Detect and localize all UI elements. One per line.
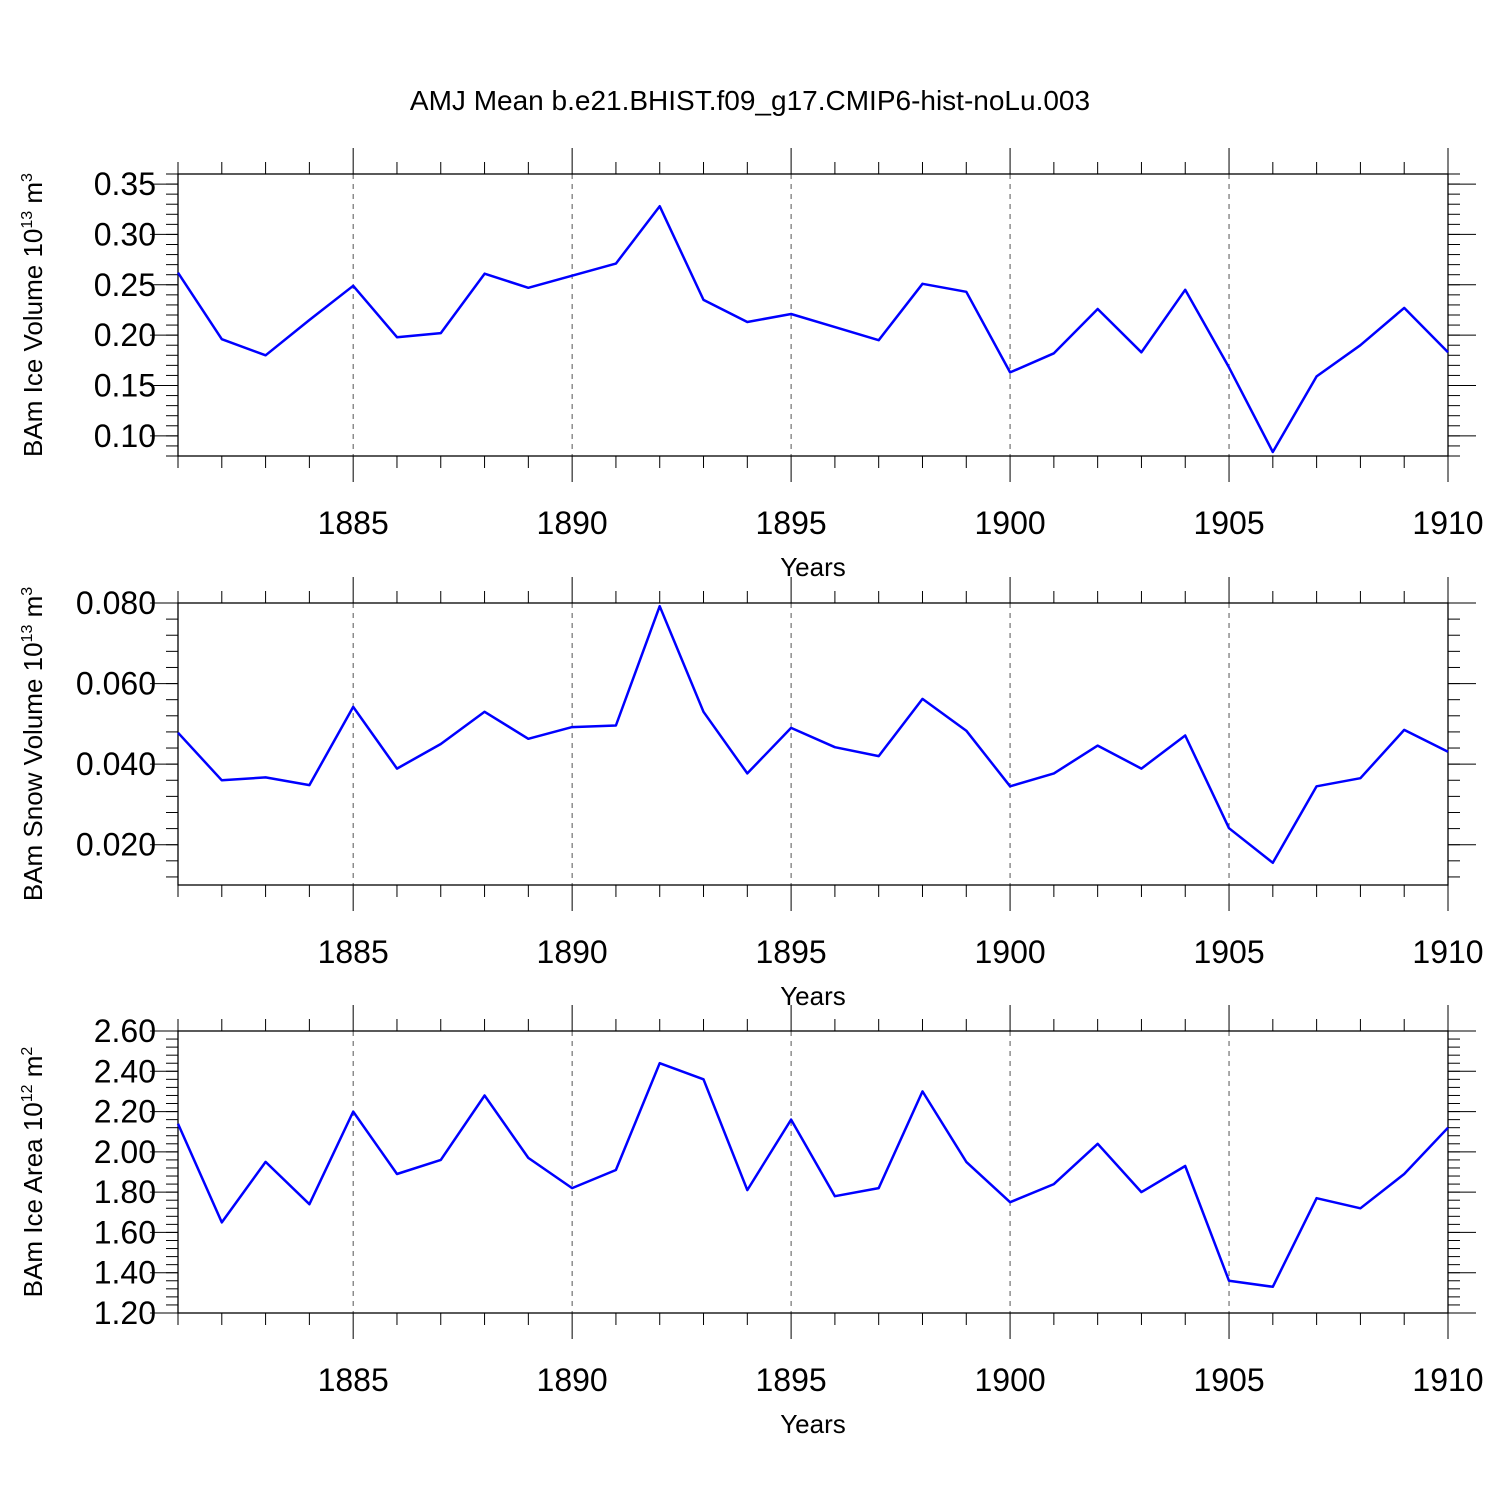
x-tick-label: 1900: [974, 934, 1045, 970]
x-tick-label: 1910: [1412, 934, 1483, 970]
y-axis-label: BAm Ice Area 1012 m2: [18, 1047, 48, 1298]
plot-frame: [177, 1030, 1449, 1314]
plot-frame: [177, 173, 1449, 457]
x-axis-label: Years: [780, 552, 846, 582]
y-axis-label-text: BAm Snow Volume 10: [18, 642, 48, 901]
y-tick-label: 2.00: [94, 1134, 156, 1170]
y-tick-label: 1.80: [94, 1174, 156, 1210]
y-axis-label-text: m: [18, 1056, 48, 1085]
y-tick-label: 2.60: [94, 1013, 156, 1049]
panel-2: 0.020 0.040 0.060 0.080 1885 1890 1895 1900 1905…: [18, 577, 1484, 1011]
y-tick-label: 0.25: [94, 267, 156, 303]
y-tick-label: 2.40: [94, 1053, 156, 1089]
y-tick-label: 0.040: [76, 746, 156, 782]
y-axis-label-superscript: 12: [19, 1084, 36, 1102]
y-tick-label: 0.060: [76, 666, 156, 702]
x-tick-label: 1890: [537, 505, 608, 541]
y-tick-label: 0.020: [76, 827, 156, 863]
y-tick-label: 2.20: [94, 1094, 156, 1130]
y-tick-label: 0.10: [94, 418, 156, 454]
x-tick-label: 1905: [1193, 505, 1264, 541]
series-line: [177, 604, 1449, 865]
series-line: [176, 1061, 1449, 1289]
x-axis-label: Years: [780, 981, 846, 1011]
y-axis-label-text: m: [18, 596, 48, 625]
x-tick-label: 1895: [756, 1362, 827, 1398]
x-tick-label: 1885: [318, 505, 389, 541]
series-line: [176, 204, 1449, 454]
y-tick-label: 0.20: [94, 317, 156, 353]
y-axis-label-superscript: 13: [19, 625, 36, 643]
x-tick-label: 1890: [537, 1362, 608, 1398]
panel-3: 1.20 1.40 1.60 1.80 2.00 2.20 2.40 2.60 1885 1890…: [18, 1005, 1484, 1439]
y-axis-label-superscript: 13: [19, 211, 36, 229]
y-axis-label-text: m: [18, 182, 48, 211]
y-tick-label: 1.20: [94, 1295, 156, 1331]
y-axis-label-superscript: 2: [19, 1047, 36, 1056]
y-tick-label: 0.30: [94, 216, 156, 252]
figure-title: AMJ Mean b.e21.BHIST.f09_g17.CMIP6-hist-…: [410, 85, 1090, 116]
x-tick-label: 1910: [1412, 505, 1483, 541]
y-tick-label: 0.35: [94, 166, 156, 202]
x-tick-label: 1885: [318, 934, 389, 970]
x-tick-label: 1910: [1412, 1362, 1483, 1398]
y-axis-label-text: BAm Ice Area 10: [18, 1102, 48, 1297]
panels: 0.10 0.15 0.20 0.25 0.30 0.35 1885 1890 1895 1900…: [18, 148, 1484, 1439]
y-axis-label-superscript: 3: [19, 587, 36, 596]
x-tick-label: 1890: [537, 934, 608, 970]
x-tick-label: 1905: [1193, 934, 1264, 970]
x-axis-label: Years: [780, 1409, 846, 1439]
x-tick-label: 1905: [1193, 1362, 1264, 1398]
x-tick-label: 1900: [974, 1362, 1045, 1398]
y-axis-label: BAm Snow Volume 1013 m3: [18, 587, 48, 901]
y-tick-label: 1.40: [94, 1255, 156, 1291]
plot-frame: [177, 602, 1449, 886]
y-tick-label: 0.080: [76, 585, 156, 621]
y-tick-label: 1.60: [94, 1214, 156, 1250]
x-tick-label: 1900: [974, 505, 1045, 541]
y-axis-label-text: BAm Ice Volume 10: [18, 229, 48, 457]
y-axis-label-superscript: 3: [19, 173, 36, 182]
y-tick-label: 0.15: [94, 368, 156, 404]
panel-1: 0.10 0.15 0.20 0.25 0.30 0.35 1885 1890 1895 1900…: [18, 148, 1484, 582]
x-tick-label: 1895: [756, 934, 827, 970]
y-axis-label: BAm Ice Volume 1013 m3: [18, 173, 48, 457]
x-tick-label: 1895: [756, 505, 827, 541]
x-tick-label: 1885: [318, 1362, 389, 1398]
